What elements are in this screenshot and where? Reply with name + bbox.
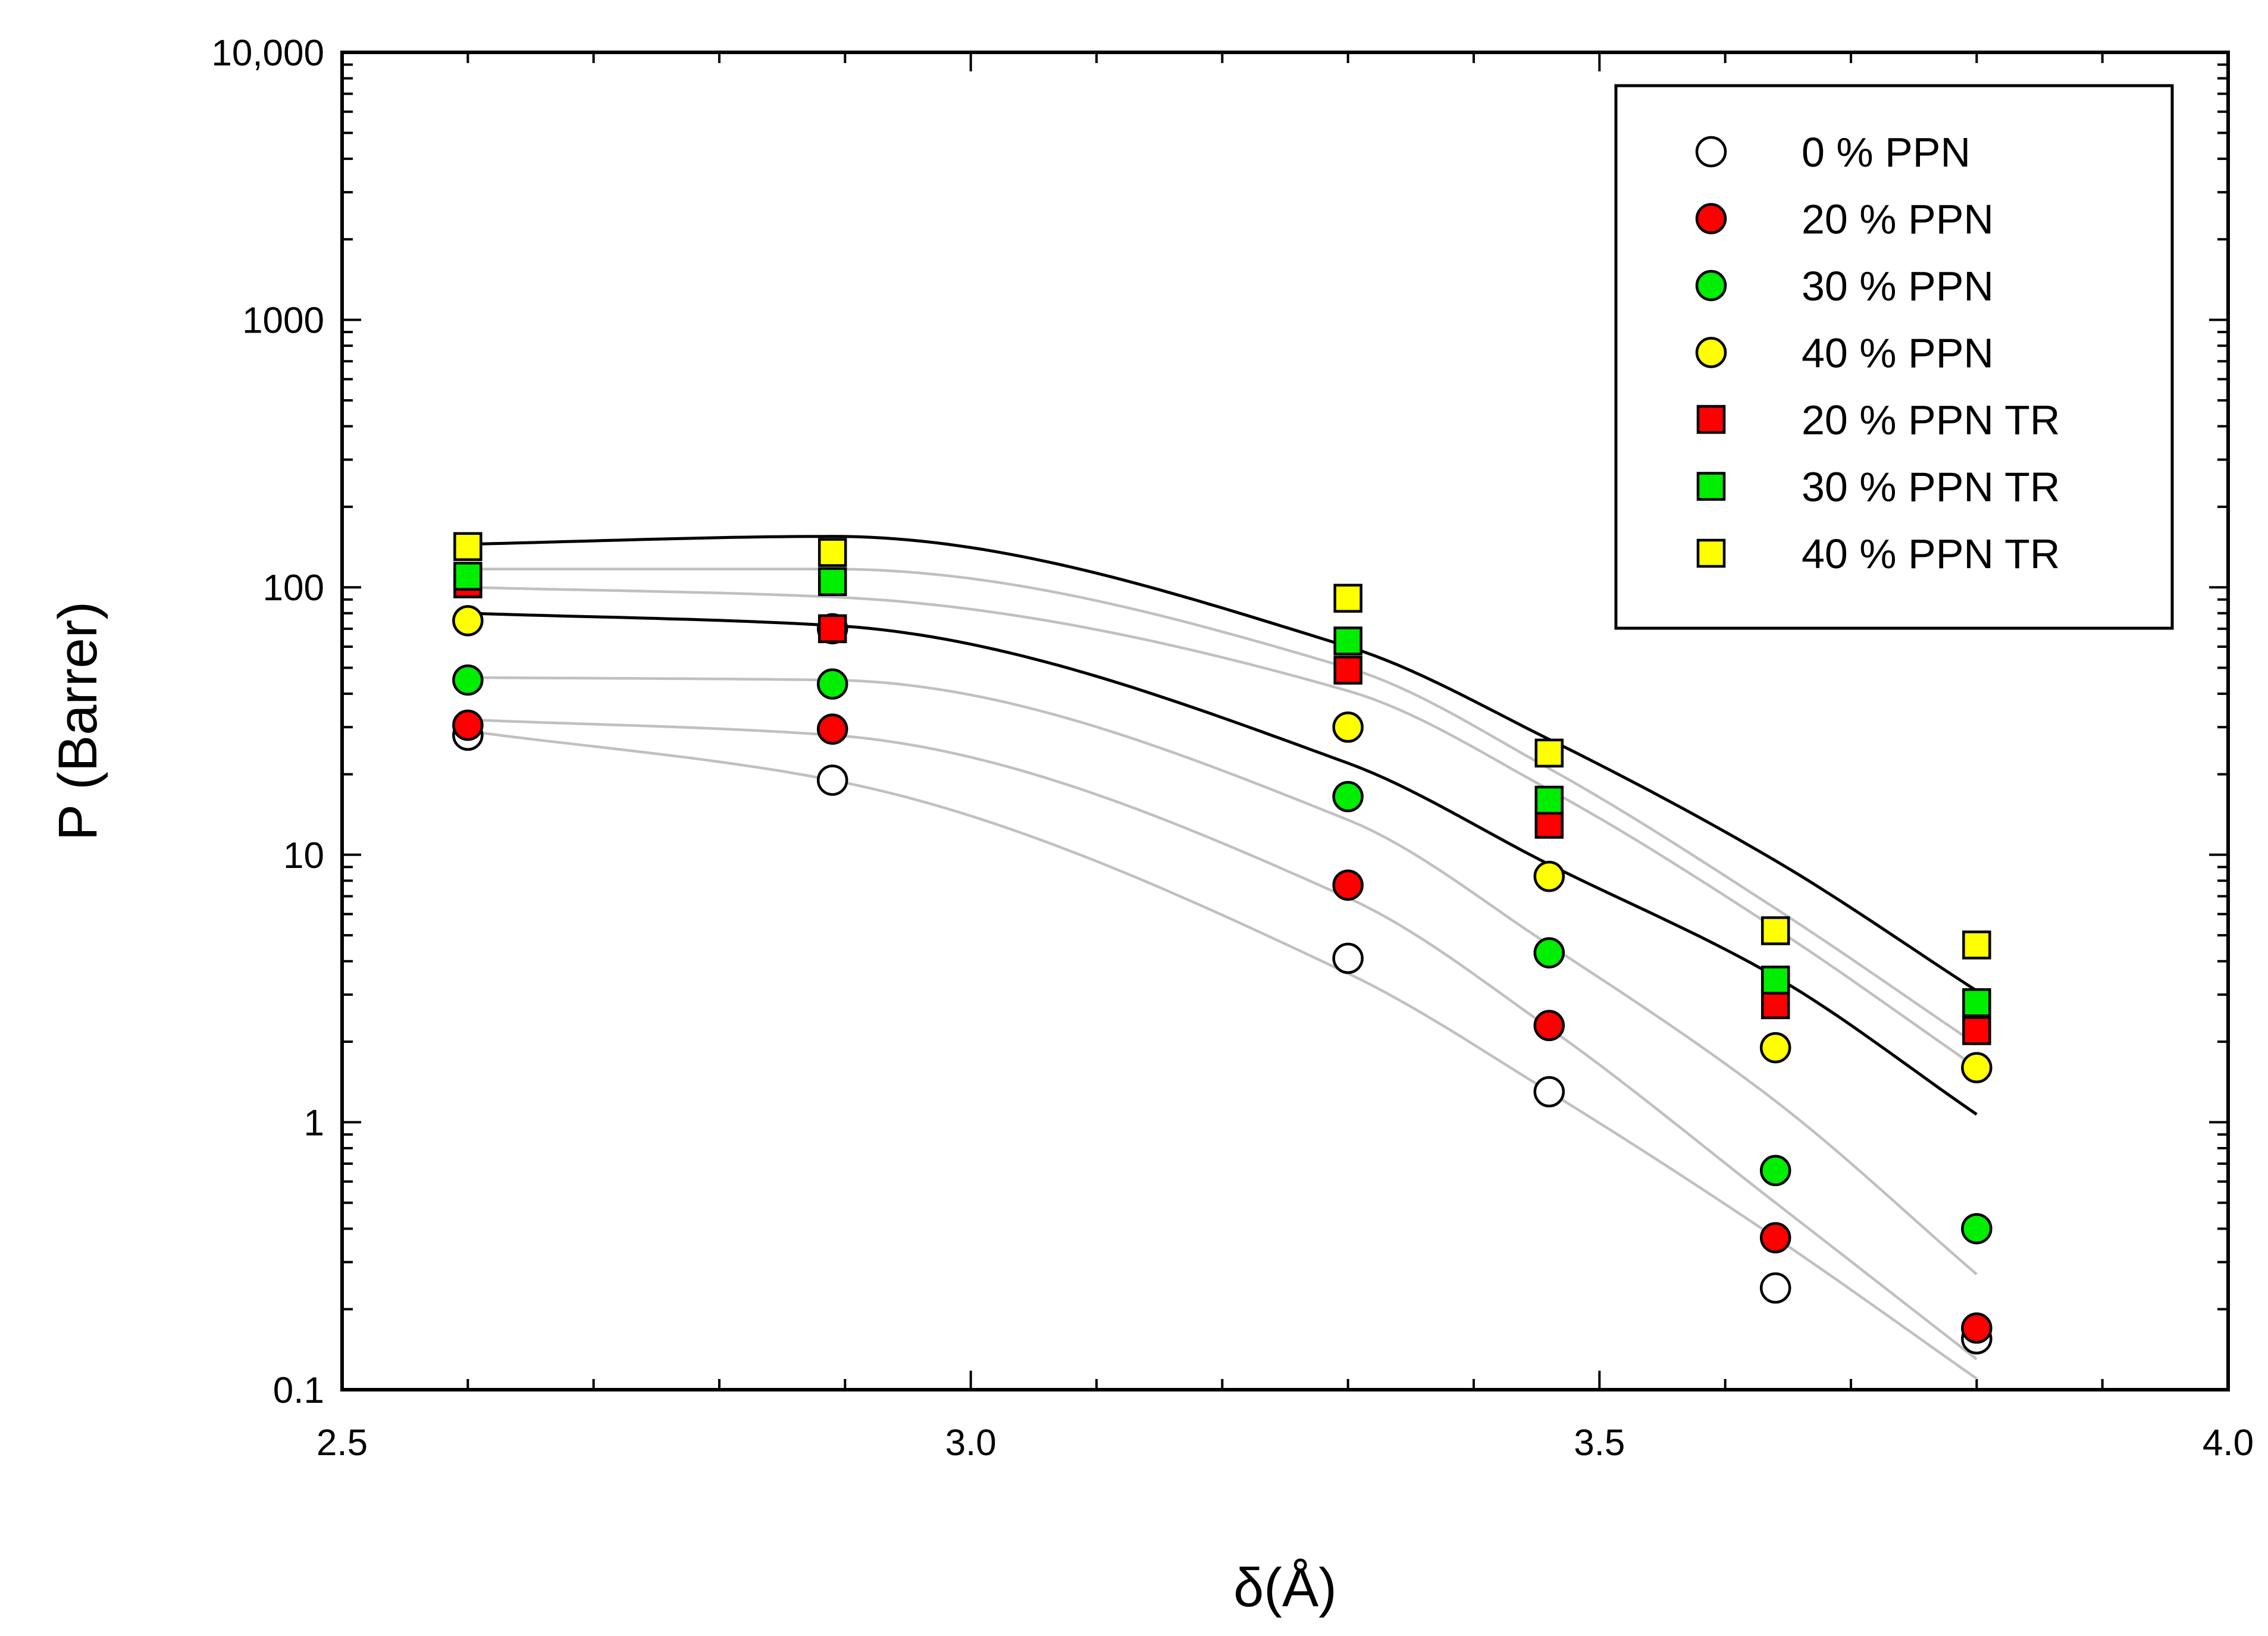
point-0-ppn: [1332, 942, 1364, 974]
fit-curves: [468, 535, 1978, 1380]
point-40-ppn: [1332, 712, 1364, 743]
y-tick-label: 1000: [242, 300, 324, 341]
legend-marker-20-ppn-tr: [1696, 405, 1726, 434]
point-20-ppn-tr: [1760, 990, 1790, 1020]
point-20-ppn: [1961, 1312, 1993, 1344]
legend-label-40-ppn-tr: 40 % PPN TR: [1802, 531, 2060, 577]
legend-marker-40-ppn: [1695, 337, 1727, 368]
y-tick-label: 100: [263, 568, 324, 609]
point-40-ppn: [1533, 860, 1565, 892]
x-tick-label: 2.5: [317, 1422, 368, 1463]
point-40-ppn: [1961, 1052, 1993, 1083]
point-0-ppn: [816, 764, 848, 796]
fit-curve-black: [468, 535, 1978, 992]
fit-curve-black: [468, 612, 1978, 1116]
legend-label-30-ppn-tr: 30 % PPN TR: [1802, 464, 2060, 510]
legend-label-0-ppn: 0 % PPN: [1802, 129, 1971, 175]
point-30-ppn: [1332, 781, 1364, 813]
point-40-ppn-tr: [1534, 738, 1564, 768]
point-20-ppn: [452, 709, 484, 741]
legend-marker-40-ppn-tr: [1696, 538, 1726, 568]
point-30-ppn: [1961, 1213, 1993, 1245]
point-20-ppn-tr: [1534, 810, 1564, 839]
point-0-ppn: [1759, 1272, 1791, 1304]
point-20-ppn: [816, 713, 848, 745]
point-30-ppn: [1533, 937, 1565, 969]
y-tick-label: 0.1: [273, 1370, 324, 1411]
point-20-ppn-tr: [1962, 1016, 1991, 1045]
point-40-ppn-tr: [1962, 930, 1991, 960]
point-20-ppn: [1332, 869, 1364, 901]
tick-labels: 2.5 3.0 3.5 4.0 0.1 1 10 100 1000 10,000: [211, 33, 2254, 1463]
legend-marker-0-ppn: [1695, 136, 1727, 168]
y-tick-label: 1: [304, 1102, 324, 1143]
plot-frame: [340, 51, 2230, 1391]
legend-marker-30-ppn-tr: [1696, 472, 1726, 501]
point-30-ppn-tr: [1534, 785, 1564, 815]
x-tick-label: 3.0: [945, 1422, 997, 1463]
point-20-ppn-tr: [1333, 656, 1362, 685]
fit-curve-gray: [468, 729, 1978, 1380]
point-30-ppn: [1759, 1155, 1791, 1186]
point-20-ppn: [1759, 1222, 1791, 1253]
point-30-ppn: [452, 664, 484, 696]
point-20-ppn: [1533, 1010, 1565, 1042]
legend-label-40-ppn: 40 % PPN: [1802, 330, 1994, 377]
y-tick-label: 10,000: [211, 33, 324, 74]
y-axis-title: P (Barrer): [48, 601, 108, 841]
x-tick-label: 4.0: [2203, 1422, 2254, 1463]
point-30-ppn-tr: [1962, 988, 1991, 1017]
point-30-ppn-tr: [1760, 966, 1790, 995]
point-40-ppn-tr: [1760, 916, 1790, 945]
legend-label-30-ppn: 30 % PPN: [1802, 263, 1994, 309]
point-0-ppn: [1533, 1076, 1565, 1108]
fit-curve-gray: [468, 676, 1978, 1275]
legend-label-20-ppn-tr: 20 % PPN TR: [1802, 397, 2060, 443]
x-axis-title: δ(Å): [1233, 1557, 1337, 1618]
point-30-ppn-tr: [453, 562, 483, 591]
fit-curve-gray: [468, 568, 1978, 1046]
fit-curve-gray: [468, 718, 1978, 1361]
x-tick-label: 3.5: [1574, 1422, 1625, 1463]
point-40-ppn-tr: [817, 538, 847, 567]
legend-marker-20-ppn: [1695, 203, 1727, 234]
plot-area-border: [340, 51, 2230, 1391]
legend-label-20-ppn: 20 % PPN: [1802, 196, 1994, 243]
point-30-ppn: [816, 668, 848, 700]
data-points: [452, 532, 1993, 1355]
point-30-ppn-tr: [1333, 626, 1362, 656]
point-40-ppn-tr: [1333, 584, 1362, 613]
y-tick-label: 10: [283, 835, 324, 876]
point-40-ppn-tr: [453, 532, 483, 561]
legend-marker-30-ppn: [1695, 269, 1727, 302]
legend: 0 % PPN 20 % PPN 30 % PPN 40 % PPN 20 % PPN …: [1614, 84, 2174, 630]
point-40-ppn: [452, 605, 484, 637]
fit-curve-gray: [468, 585, 1978, 1069]
point-40-ppn: [1759, 1032, 1791, 1064]
point-20-ppn-tr: [817, 614, 847, 644]
point-30-ppn-tr: [817, 567, 847, 596]
